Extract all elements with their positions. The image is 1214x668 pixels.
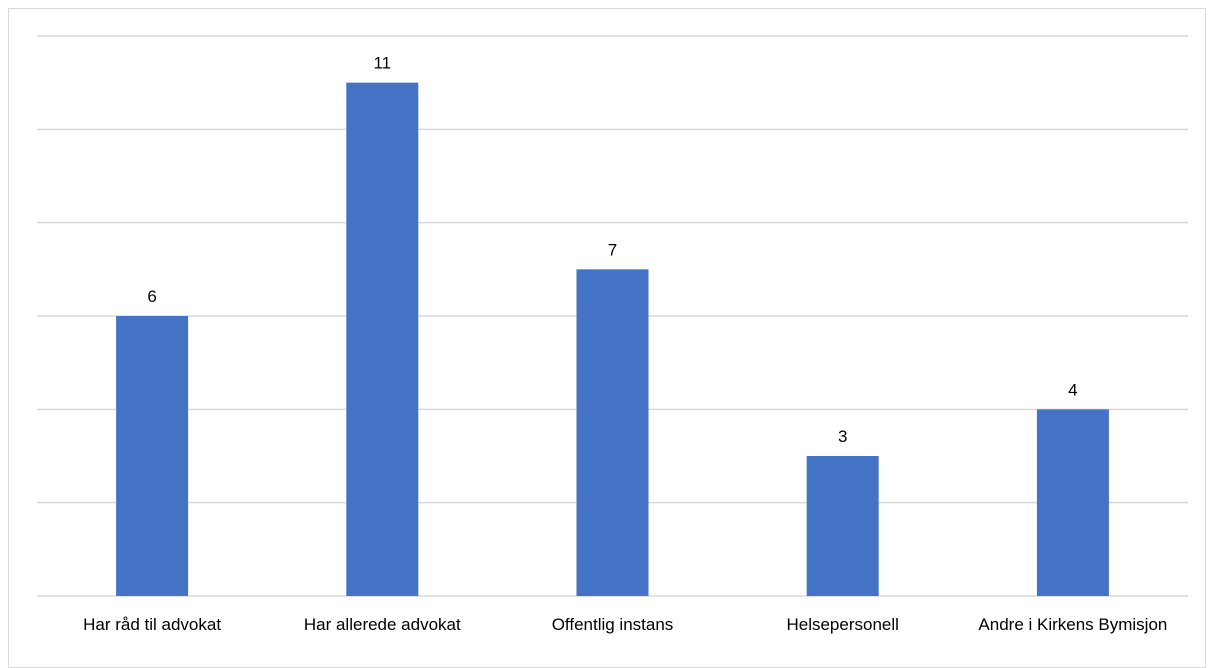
bars bbox=[116, 82, 1109, 596]
bar bbox=[1036, 409, 1109, 596]
bar-value-label: 3 bbox=[838, 427, 847, 446]
bar bbox=[576, 269, 649, 596]
bar-value-label: 4 bbox=[1068, 380, 1077, 399]
category-tick-label: Har allerede advokat bbox=[304, 615, 461, 634]
category-tick-label: Har råd til advokat bbox=[83, 615, 221, 634]
bar bbox=[806, 456, 879, 596]
category-tick-label: Helsepersonell bbox=[786, 615, 898, 634]
bar-value-label: 11 bbox=[373, 54, 391, 73]
bar-value-label: 6 bbox=[147, 287, 156, 306]
bar bbox=[116, 316, 189, 596]
bar bbox=[346, 82, 419, 596]
bar-chart: 6 11 7 3 4 Har råd til advokat Har allerede a… bbox=[37, 35, 1188, 634]
data-labels: 6 11 7 3 4 bbox=[147, 54, 1077, 446]
gridlines bbox=[37, 35, 1188, 597]
category-axis: Har råd til advokat Har allerede advokat O… bbox=[83, 615, 1167, 634]
category-tick-label: Andre i Kirkens Bymisjon bbox=[978, 615, 1167, 634]
category-tick-label: Offentlig instans bbox=[552, 615, 674, 634]
bar-value-label: 7 bbox=[608, 240, 617, 259]
